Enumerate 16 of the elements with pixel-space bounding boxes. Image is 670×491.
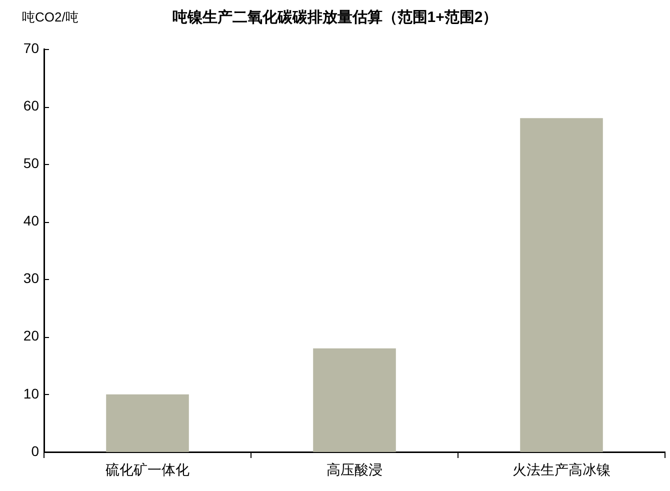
y-tick-label: 0 bbox=[31, 442, 40, 459]
y-axis-title: 吨CO2/吨 bbox=[22, 10, 78, 25]
y-tick-label: 30 bbox=[23, 270, 40, 286]
bar bbox=[520, 118, 603, 452]
y-tick-label: 60 bbox=[23, 97, 40, 114]
y-tick-label: 20 bbox=[23, 328, 40, 344]
x-tick-label: 高压酸浸 bbox=[326, 461, 382, 478]
y-tick-label: 70 bbox=[23, 40, 40, 56]
y-tick-label: 50 bbox=[23, 155, 40, 171]
y-tick-label: 10 bbox=[23, 385, 40, 402]
x-tick-label: 硫化矿一体化 bbox=[106, 461, 190, 478]
y-tick-label: 40 bbox=[23, 212, 40, 229]
x-tick-label: 火法生产高冰镍 bbox=[512, 461, 610, 478]
chart-title: 吨镍生产二氧化碳碳排放量估算（范围1+范围2） bbox=[172, 9, 498, 26]
bar bbox=[106, 394, 189, 452]
bar bbox=[313, 348, 396, 452]
